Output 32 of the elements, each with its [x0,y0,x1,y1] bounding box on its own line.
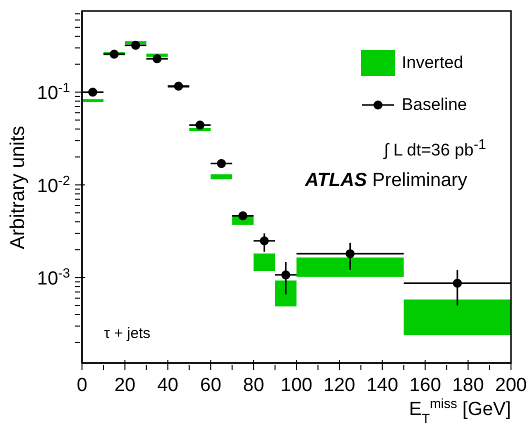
annotation: ATLAS Preliminary [305,170,468,191]
x-tick-label: 100 [280,375,312,396]
y-tick-label: 10$^{-3}$ [37,265,70,290]
x-axis-title: E$_{T}$$^{miss}$ [GeV] [409,396,511,425]
annotation: ∫ L dt=36 pb$^{-1}$ [384,137,486,161]
x-tick-label: 0 [76,375,88,396]
y-tick-label: 10$^{-2}$ [37,172,70,197]
point [452,278,462,288]
point [174,82,184,91]
y-axis-title: Arbitrary units [8,125,30,249]
x-tick-label: 40 [157,375,178,396]
point [152,54,162,64]
point [195,120,204,130]
point [110,50,119,59]
point [131,40,140,50]
x-tick-label: 200 [495,375,527,396]
x-tick-label: 120 [324,375,356,396]
annotation: τ + jets [104,325,150,342]
x-tick-label: 180 [452,375,484,396]
legend-label: Baseline [402,95,467,115]
legend-label: Inverted [402,53,464,73]
point [216,159,226,168]
point [281,270,290,280]
x-tick-label: 80 [243,375,264,396]
point [88,88,98,97]
x-tick-label: 140 [366,375,398,396]
y-tick-label: 10$^{-1}$ [37,80,70,104]
point [346,249,355,258]
point [260,236,269,246]
x-tick-label: 60 [200,375,222,396]
x-tick-label: 160 [409,375,442,396]
x-tick-label: 20 [114,375,136,396]
